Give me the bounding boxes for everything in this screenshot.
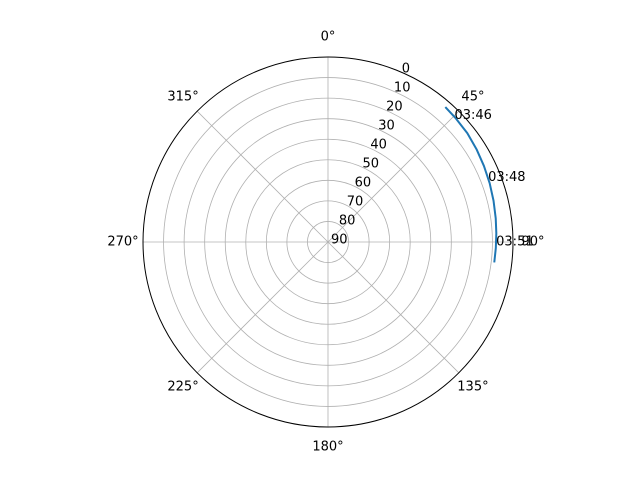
annotation-2: 03:51 [496,235,533,250]
r-tick-label-10: 10 [394,81,411,96]
theta-tick-label-180: 180° [312,440,343,455]
label-layer: 0° 45° 90° 135° 180° 225° 270° 315° 0 10 20 30 40 50 6… [107,30,544,455]
r-tick-label-30: 30 [378,119,395,134]
r-tick-label-80: 80 [339,214,356,229]
series-layer [444,106,498,263]
r-tick-label-20: 20 [386,100,403,115]
grid-spoke-135 [327,241,460,374]
polar-frame [142,56,514,428]
r-tick-label-90: 90 [331,233,348,248]
theta-tick-label-45: 45° [461,90,484,105]
annotation-0: 03:46 [454,108,491,123]
theta-tick-label-135: 135° [457,379,488,394]
series-line-0 [444,106,498,263]
theta-tick-label-270: 270° [107,235,138,250]
r-tick-label-60: 60 [355,176,372,191]
r-tick-label-40: 40 [370,138,387,153]
grid-layer [142,56,514,428]
grid-spoke-45 [327,110,460,243]
r-tick-label-0: 0 [402,62,410,77]
theta-tick-label-225: 225° [167,379,198,394]
annotation-1: 03:48 [488,170,525,185]
grid-spoke-225 [196,241,329,374]
theta-tick-label-315: 315° [167,90,198,105]
grid-spoke-315 [196,110,329,243]
theta-tick-label-90: 90° [521,235,544,250]
r-tick-label-50: 50 [362,157,379,172]
theta-tick-label-0: 0° [321,30,336,45]
r-tick-label-70: 70 [347,195,364,210]
